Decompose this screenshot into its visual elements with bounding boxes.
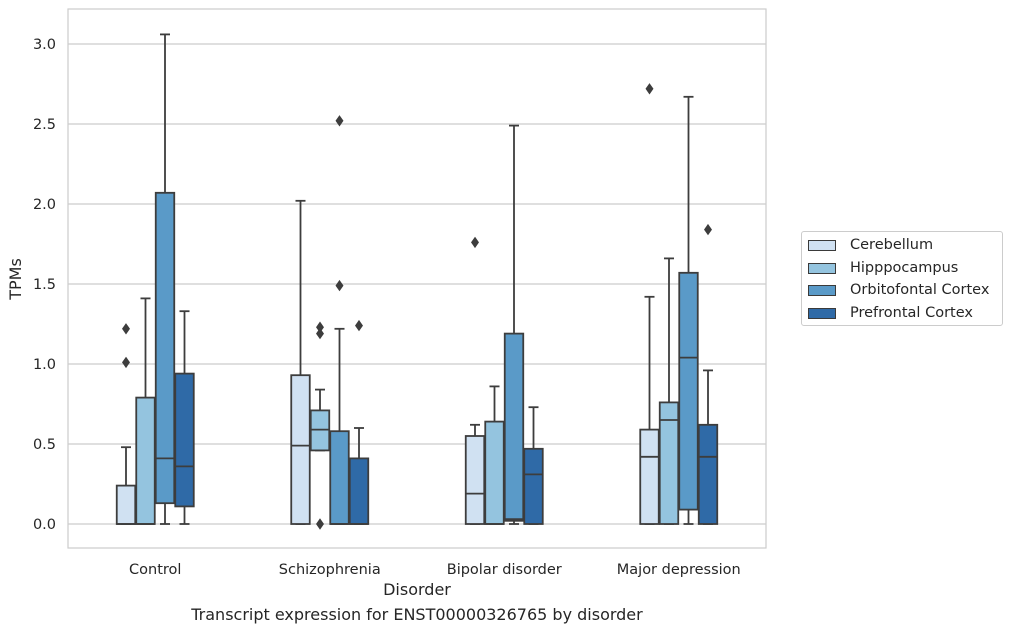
box (523, 447, 544, 525)
legend-label-hippocampus: Hipppocampus (850, 260, 959, 276)
x-tick-label: Bipolar disorder (447, 562, 562, 578)
x-tick-label: Control (129, 562, 181, 578)
y-tick-label: 0.0 (33, 517, 56, 533)
legend-item-orbitofrontal: Orbitofontal Cortex (808, 280, 989, 300)
box (154, 191, 176, 505)
legend-label-prefrontal: Prefrontal Cortex (850, 305, 973, 321)
box (503, 332, 525, 522)
box-group (290, 199, 311, 525)
outlier-point (335, 279, 344, 292)
box (290, 374, 311, 525)
outlier-point (122, 356, 130, 369)
outlier-point (645, 83, 654, 95)
plot-area-frame (67, 8, 767, 549)
legend-item-hippocampus: Hipppocampus (808, 258, 958, 278)
outlier-point (355, 319, 363, 332)
box (348, 457, 370, 525)
box-group (523, 406, 544, 525)
y-tick-label: 1.0 (33, 357, 56, 373)
box (484, 420, 505, 525)
legend-swatch-prefrontal (808, 307, 836, 319)
y-tick-label: 2.5 (33, 117, 56, 133)
y-tick-label: 2.0 (33, 197, 56, 213)
x-tick-label: Major depression (617, 562, 741, 578)
legend-swatch-orbitofrontal (808, 284, 836, 296)
box-group (503, 124, 525, 525)
box (658, 401, 680, 525)
y-tick-labels: 0.0 0.5 1.0 1.5 2.0 2.5 3.0 (33, 37, 56, 533)
box (464, 435, 486, 525)
box-group (135, 297, 156, 525)
legend: Cerebellum Hipppocampus Orbitofontal Cor… (801, 231, 1003, 326)
x-tick-label: Schizophrenia (279, 562, 381, 578)
box (678, 271, 699, 511)
box (639, 428, 660, 525)
outlier-point (335, 115, 344, 127)
outlier-point (704, 223, 712, 236)
legend-label-orbitofrontal: Orbitofontal Cortex (850, 282, 990, 298)
box (329, 430, 350, 525)
outlier-point (316, 321, 324, 333)
x-tick-labels: Control Schizophrenia Bipolar disorder Majo… (129, 562, 741, 578)
outlier-point (471, 236, 479, 249)
y-tick-label: 1.5 (33, 277, 56, 293)
box-group (658, 257, 680, 525)
box (115, 484, 137, 525)
outlier-point (122, 323, 130, 335)
legend-item-prefrontal: Prefrontal Cortex (808, 303, 973, 323)
legend-label-cerebellum: Cerebellum (850, 237, 934, 253)
legend-swatch-hippocampus (808, 262, 836, 274)
box-group (464, 236, 486, 525)
box-group (309, 321, 331, 530)
box-group (678, 95, 699, 525)
figure-caption: Transcript expression for ENST0000032676… (191, 605, 643, 624)
box (174, 372, 195, 508)
box-group (348, 319, 370, 525)
box-group (697, 223, 719, 525)
box-group (115, 323, 137, 525)
outlier-point (316, 327, 324, 340)
box-group (174, 310, 195, 525)
x-axis-label: Disorder (383, 580, 451, 599)
y-axis-label: TPMs (6, 258, 25, 301)
box-group (329, 115, 350, 525)
box-group (639, 83, 660, 525)
box-group (484, 385, 505, 525)
legend-swatch-cerebellum (808, 239, 836, 251)
legend-item-cerebellum: Cerebellum (808, 235, 933, 255)
y-tick-label: 0.5 (33, 437, 56, 453)
outlier-point (316, 518, 324, 530)
box (697, 423, 719, 525)
y-tick-label: 3.0 (33, 37, 56, 53)
box (135, 396, 156, 525)
box-group (154, 33, 176, 525)
box-series (115, 33, 719, 530)
